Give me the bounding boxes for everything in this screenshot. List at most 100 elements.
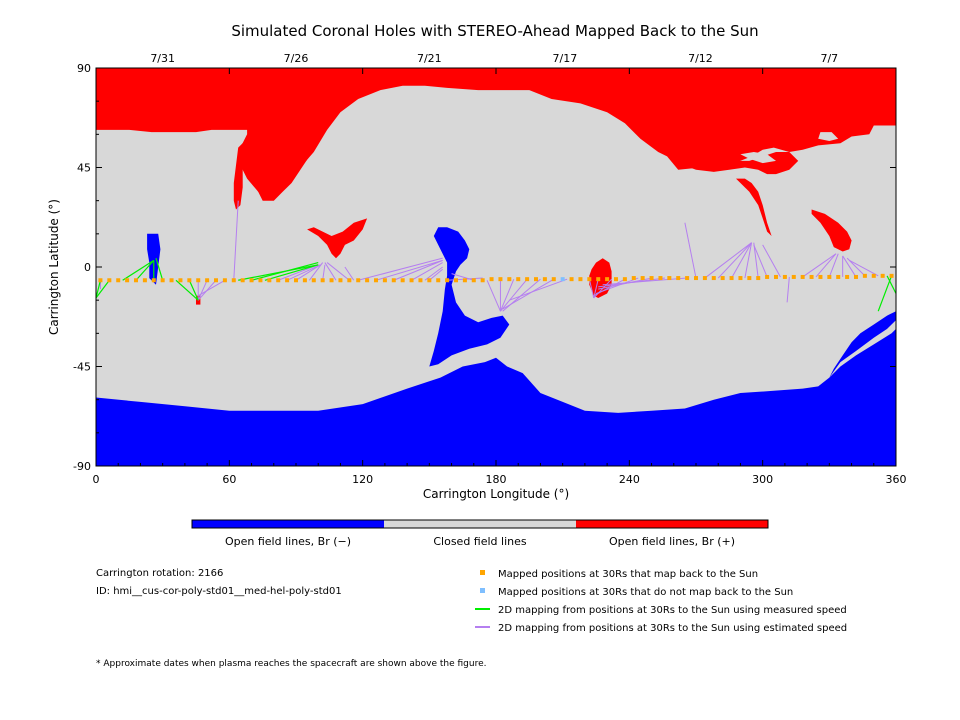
y-tick-label-4: -90: [73, 460, 91, 473]
colorbar-label-1: Closed field lines: [433, 535, 527, 548]
mapped-point-48: [525, 277, 530, 282]
trajectory-points: [98, 273, 894, 283]
estimated-line-19: [429, 268, 443, 281]
mapped-point-82: [836, 274, 841, 279]
mapped-point-50: [542, 277, 547, 282]
mapped-point-43: [480, 278, 485, 283]
mapped-point-38: [436, 278, 441, 283]
mapped-point-70: [729, 276, 734, 281]
y-tick-label-2: 0: [84, 261, 91, 274]
estimated-line-29: [588, 279, 595, 299]
date-label-1: 7/26: [284, 52, 309, 65]
estimated-line-21: [451, 273, 474, 281]
mapped-point-47: [516, 277, 521, 282]
mapped-point-65: [685, 276, 690, 281]
mapped-point-6: [151, 278, 156, 283]
legend: Mapped positions at 30Rs that map back t…: [475, 569, 847, 634]
estimated-line-6: [278, 264, 319, 281]
top-date-axis: 7/31 7/26 7/21 7/17 7/12 7/7: [150, 52, 838, 65]
colorbar-segment-0: [192, 520, 384, 528]
mapped-point-60: [640, 276, 645, 281]
region-ch-red-a: [238, 129, 323, 201]
x-tick-label-2: 120: [352, 473, 373, 486]
estimated-line-27: [502, 278, 555, 310]
mapped-point-66: [694, 276, 698, 281]
region-ch-red-f: [818, 132, 839, 141]
measured-line-11: [877, 275, 893, 312]
estimated-line-14: [358, 257, 443, 281]
mapped-point-8: [169, 278, 174, 283]
mapped-point-44: [489, 277, 494, 282]
mapped-point-84: [854, 274, 858, 279]
mapped-point-87: [880, 273, 885, 278]
estimated-line-39: [717, 242, 752, 279]
estimated-line-7: [286, 264, 321, 281]
mapped-point-56: [605, 277, 610, 282]
mapped-point-14: [222, 278, 227, 283]
date-label-2: 7/21: [417, 52, 442, 65]
mapped-point-57: [614, 277, 618, 282]
legend-label-3: 2D mapping from positions at 30Rs to the…: [498, 623, 847, 634]
estimated-line-44: [762, 244, 781, 278]
measured-line-3: [135, 259, 155, 281]
legend-label-0: Mapped positions at 30Rs that map back t…: [498, 569, 758, 580]
estimated-line-38: [704, 242, 752, 279]
y-axis-ticks: 90 45 0 -45 -90: [73, 62, 896, 473]
estimated-line-48: [828, 253, 839, 278]
region-ch-blue-b: [147, 233, 161, 285]
mapped-point-86: [871, 273, 876, 278]
legend-marker-1: [480, 588, 485, 593]
measured-line-8: [238, 264, 319, 281]
mapped-point-10: [187, 278, 192, 283]
carrington-rotation-text: Carrington rotation: 2166: [96, 568, 223, 579]
mapped-point-17: [249, 278, 254, 283]
mapped-point-64: [676, 276, 681, 281]
estimated-line-10: [322, 264, 326, 281]
estimated-line-17: [411, 262, 443, 281]
estimated-line-42: [753, 242, 759, 279]
y-tick-label-0: 90: [77, 62, 91, 75]
mapped-point-85: [862, 273, 867, 278]
mapped-point-2: [116, 278, 121, 283]
mapped-point-52: [569, 277, 574, 282]
mapped-point-72: [747, 276, 752, 281]
estimated-line-16: [393, 259, 443, 281]
mapped-point-67: [702, 276, 707, 281]
mapped-point-23: [302, 278, 307, 283]
x-axis-label: Carrington Longitude (°): [423, 487, 569, 501]
region-ch-red-e: [736, 178, 772, 236]
mapped-point-63: [667, 276, 672, 281]
mapped-point-49: [534, 277, 538, 282]
mapped-point-59: [631, 276, 636, 281]
estimated-line-50: [842, 255, 857, 278]
mapped-point-16: [240, 278, 245, 283]
estimated-line-13: [344, 266, 355, 281]
estimated-line-5: [233, 200, 239, 281]
measured-line-0: [95, 280, 102, 299]
mapped-point-32: [382, 278, 387, 283]
mapped-point-25: [320, 278, 325, 283]
mapped-point-55: [596, 277, 601, 282]
mapped-point-46: [507, 277, 512, 282]
estimated-line-33: [595, 277, 639, 295]
measured-line-5: [155, 257, 164, 281]
estimated-line-2: [197, 280, 208, 301]
region-ch-blue-c: [829, 311, 896, 378]
measured-line-2: [122, 259, 155, 281]
mapped-point-26: [329, 278, 334, 283]
estimated-line-24: [499, 278, 515, 312]
mapped-point-27: [338, 278, 343, 283]
mapped-point-30: [365, 278, 370, 283]
mapped-point-29: [356, 278, 361, 283]
mapped-point-9: [178, 278, 183, 283]
estimated-line-36: [602, 277, 688, 286]
mapped-point-74: [765, 274, 770, 279]
mapped-point-83: [845, 274, 850, 279]
mapped-point-3: [125, 278, 130, 283]
mapped-point-80: [818, 274, 823, 279]
plot-area: [95, 67, 897, 467]
estimated-line-15: [375, 259, 443, 281]
mapped-point-58: [622, 277, 627, 282]
mapped-point-81: [827, 274, 832, 279]
estimated-line-43: [753, 244, 768, 278]
